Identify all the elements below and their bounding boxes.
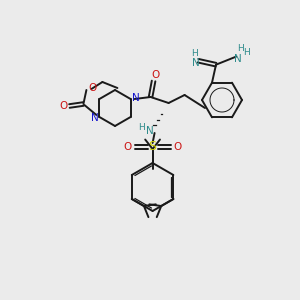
Text: O: O [88,83,97,93]
Text: H: H [237,44,243,53]
Text: O: O [59,101,68,111]
Text: N: N [146,126,154,136]
Text: S: S [148,140,157,154]
Text: O: O [152,70,160,80]
Text: N: N [234,54,242,64]
Text: H: H [243,48,249,57]
Text: O: O [124,142,132,152]
Text: N: N [192,58,200,68]
Text: H: H [190,49,197,58]
Text: N: N [132,93,140,103]
Text: N: N [91,113,98,123]
Text: O: O [173,142,182,152]
Text: H: H [138,122,145,131]
